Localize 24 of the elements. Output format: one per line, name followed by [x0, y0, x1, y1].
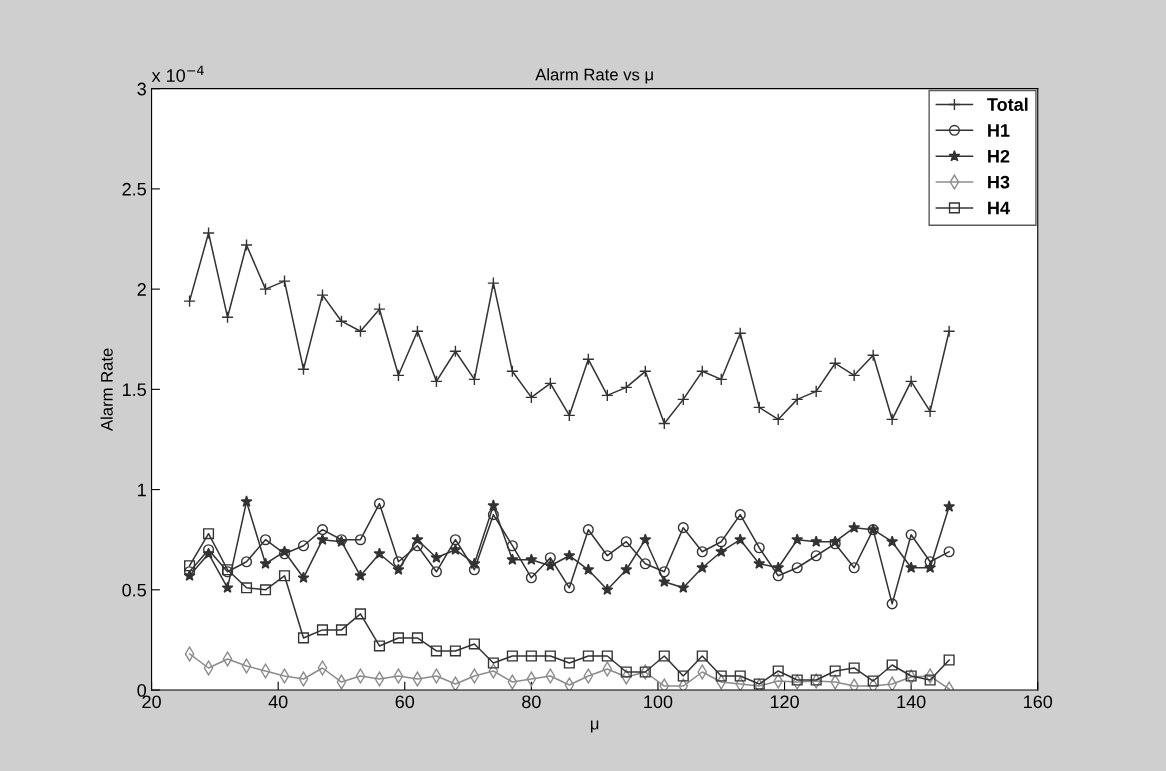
- x-tick-label: 160: [1024, 695, 1053, 709]
- legend-label: H2: [988, 149, 1010, 163]
- x-tick-label: 20: [142, 695, 161, 709]
- x-tick-label: 40: [268, 695, 288, 709]
- legend-label: H1: [988, 124, 1010, 137]
- text: x 10$^{−4}$: [151, 65, 204, 82]
- legend-label: Total: [987, 97, 1028, 111]
- x-tick-label: 120: [770, 695, 799, 709]
- x-tick-label: 80: [522, 695, 541, 709]
- chart-title: Alarm Rate vs μ: [535, 68, 653, 84]
- y-tick-label: 1: [138, 483, 146, 497]
- legend-label: H3: [988, 175, 1010, 189]
- y-axis-title: Alarm Rate: [100, 348, 113, 431]
- x-tick-label: 140: [897, 695, 926, 709]
- y-tick-label: 2.5: [122, 182, 146, 196]
- x-tick-label: 100: [644, 695, 673, 709]
- y-tick-label: 1.5: [123, 383, 146, 397]
- x-tick-label: 60: [395, 695, 415, 709]
- y-tick-label: 0.5: [122, 583, 146, 597]
- legend-label: H4: [988, 201, 1010, 215]
- y-tick-label: 0: [137, 683, 147, 697]
- y-tick-label: 2: [137, 283, 146, 296]
- x-axis-title: μ: [590, 720, 599, 733]
- y-tick-label: 3: [137, 82, 146, 96]
